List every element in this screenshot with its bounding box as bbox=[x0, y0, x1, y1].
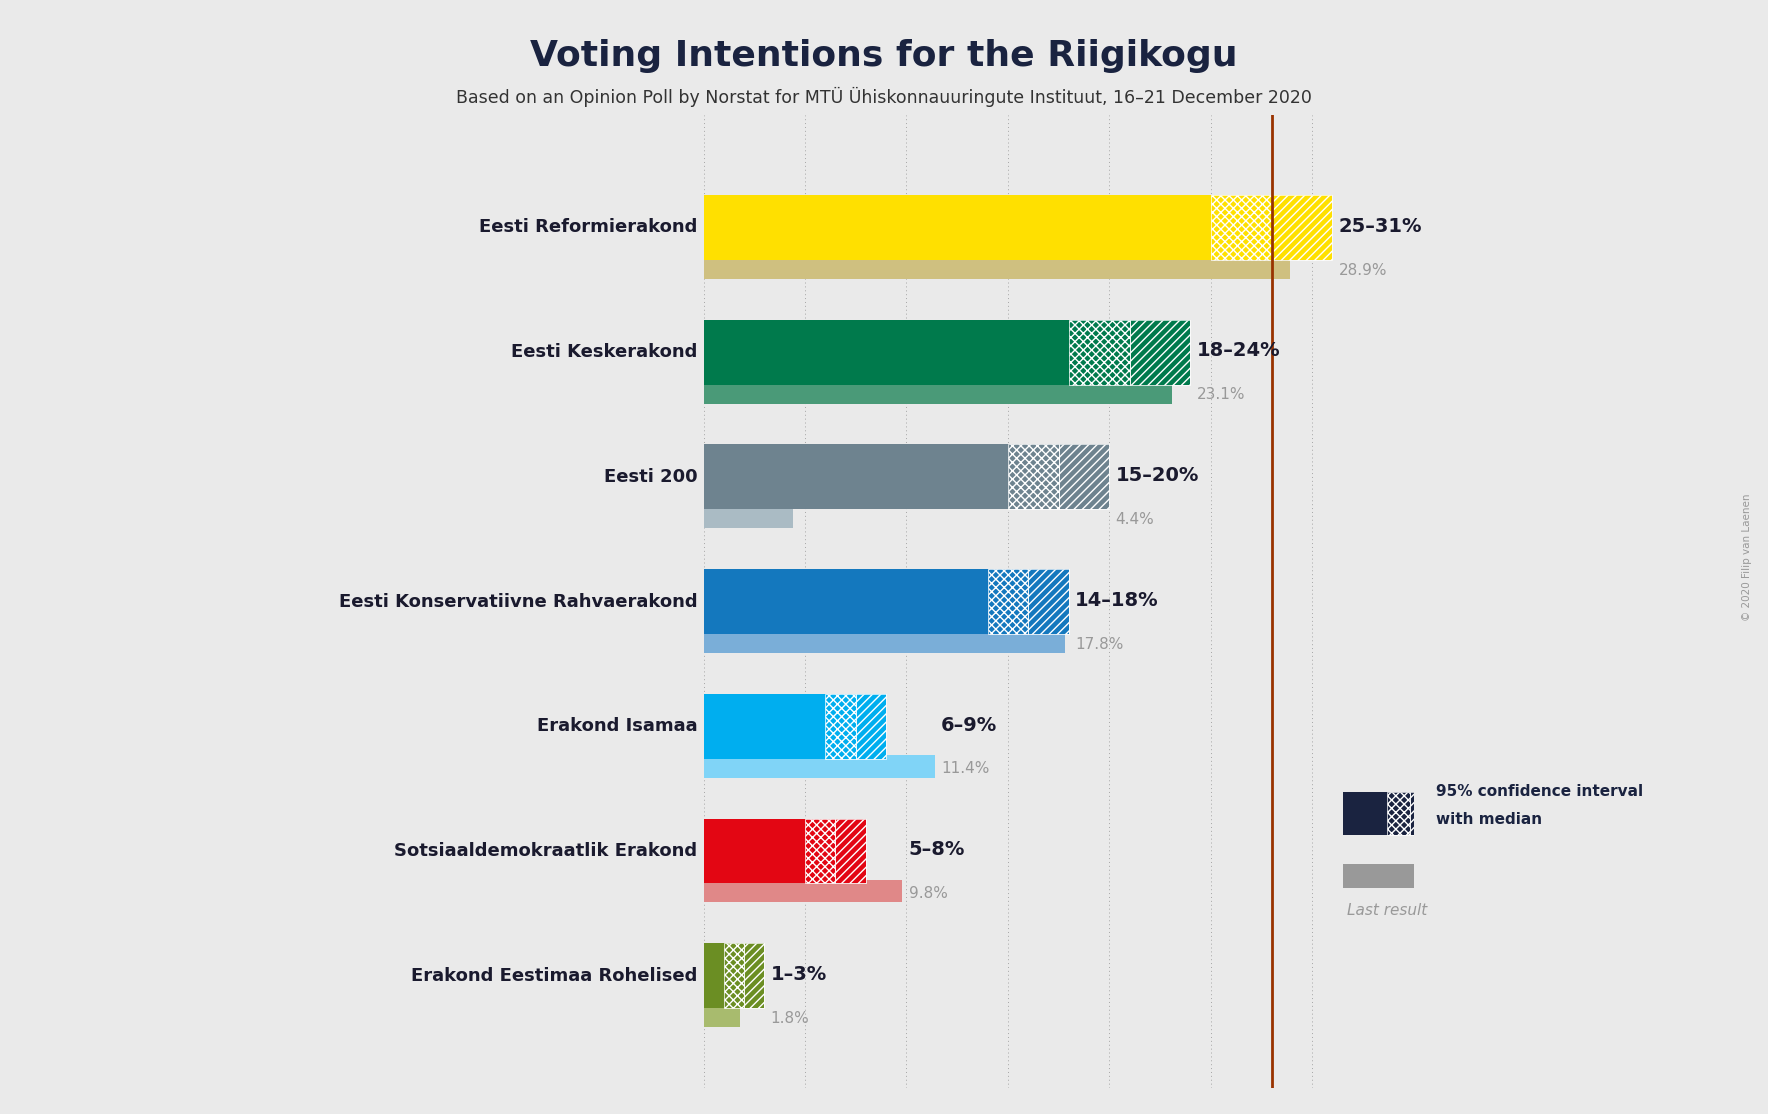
Bar bbox=[744, 944, 764, 1008]
Bar bbox=[1130, 320, 1190, 384]
Text: 95% confidence interval: 95% confidence interval bbox=[1436, 783, 1644, 799]
Bar bbox=[988, 569, 1029, 634]
Text: with median: with median bbox=[1436, 812, 1542, 828]
Bar bbox=[804, 819, 866, 883]
Text: 9.8%: 9.8% bbox=[909, 886, 948, 901]
Bar bbox=[704, 195, 1211, 260]
Bar bbox=[1271, 195, 1333, 260]
Bar bbox=[1211, 195, 1271, 260]
Text: 14–18%: 14–18% bbox=[1075, 590, 1158, 609]
Text: 18–24%: 18–24% bbox=[1197, 341, 1280, 361]
Text: Based on an Opinion Poll by Norstat for MTÜ Ühiskonnauuringute Instituut, 16–21 : Based on an Opinion Poll by Norstat for … bbox=[456, 87, 1312, 107]
Text: 28.9%: 28.9% bbox=[1338, 263, 1388, 277]
Bar bbox=[723, 944, 744, 1008]
Bar bbox=[1008, 444, 1059, 509]
Text: Eesti Konservatiivne Rahvaerakond: Eesti Konservatiivne Rahvaerakond bbox=[339, 593, 698, 610]
Text: 1–3%: 1–3% bbox=[771, 965, 827, 984]
Text: Erakond Isamaa: Erakond Isamaa bbox=[537, 717, 698, 735]
Text: 25–31%: 25–31% bbox=[1338, 217, 1421, 236]
Bar bbox=[1388, 792, 1409, 836]
Text: 15–20%: 15–20% bbox=[1116, 466, 1199, 485]
Text: 5–8%: 5–8% bbox=[909, 840, 965, 859]
Text: 11.4%: 11.4% bbox=[941, 762, 990, 776]
Bar bbox=[836, 819, 866, 883]
Text: Eesti Reformierakond: Eesti Reformierakond bbox=[479, 218, 698, 236]
Bar bbox=[1342, 792, 1388, 836]
Bar bbox=[1211, 195, 1333, 260]
Text: Voting Intentions for the Riigikogu: Voting Intentions for the Riigikogu bbox=[530, 39, 1238, 74]
Bar bbox=[1059, 444, 1109, 509]
Bar bbox=[704, 320, 1070, 384]
Bar bbox=[704, 944, 723, 1008]
Bar bbox=[704, 569, 988, 634]
Bar bbox=[704, 444, 1008, 509]
Bar bbox=[826, 694, 856, 759]
Bar bbox=[826, 694, 886, 759]
Bar bbox=[1029, 569, 1070, 634]
Bar bbox=[704, 819, 804, 883]
Bar bbox=[1070, 320, 1190, 384]
Text: 23.1%: 23.1% bbox=[1197, 388, 1245, 402]
Bar bbox=[704, 381, 1172, 403]
Bar bbox=[704, 694, 826, 759]
Bar bbox=[988, 569, 1070, 634]
Text: Erakond Eestimaa Rohelised: Erakond Eestimaa Rohelised bbox=[412, 967, 698, 985]
Bar bbox=[856, 694, 886, 759]
Text: Sotsiaaldemokraatlik Erakond: Sotsiaaldemokraatlik Erakond bbox=[394, 842, 698, 860]
Bar bbox=[704, 755, 935, 778]
Text: 17.8%: 17.8% bbox=[1075, 637, 1123, 652]
Bar bbox=[1388, 792, 1409, 836]
Text: Last result: Last result bbox=[1347, 903, 1427, 918]
Text: 1.8%: 1.8% bbox=[771, 1010, 810, 1026]
Bar bbox=[704, 880, 902, 902]
Bar bbox=[704, 1005, 741, 1027]
Bar bbox=[704, 256, 1291, 278]
Text: © 2020 Filip van Laenen: © 2020 Filip van Laenen bbox=[1741, 494, 1752, 620]
Text: 4.4%: 4.4% bbox=[1116, 512, 1155, 527]
Bar bbox=[704, 631, 1064, 653]
Text: Eesti 200: Eesti 200 bbox=[605, 468, 698, 486]
Bar bbox=[704, 506, 792, 528]
Bar bbox=[723, 944, 764, 1008]
Bar bbox=[1070, 320, 1130, 384]
Bar bbox=[804, 819, 836, 883]
Text: 6–9%: 6–9% bbox=[941, 715, 997, 734]
Bar bbox=[1409, 792, 1432, 836]
Text: Eesti Keskerakond: Eesti Keskerakond bbox=[511, 343, 698, 361]
Bar bbox=[1409, 792, 1432, 836]
Bar bbox=[1342, 863, 1432, 888]
Bar bbox=[1008, 444, 1109, 509]
